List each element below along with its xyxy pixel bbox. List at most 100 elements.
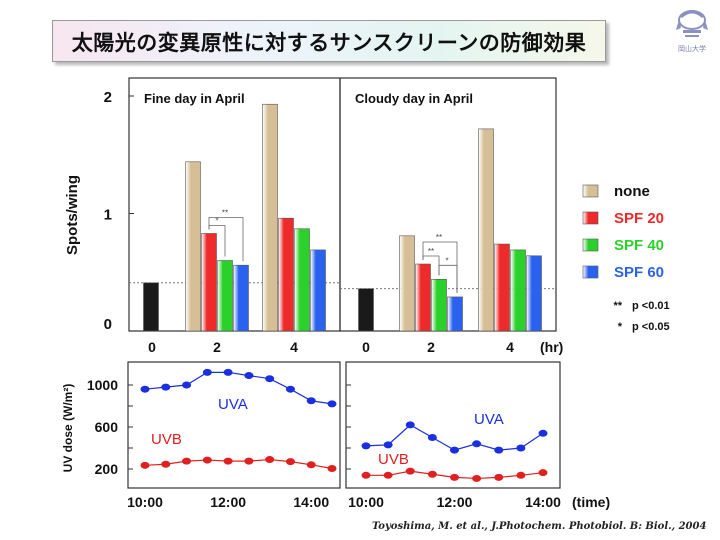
- point-uva: [202, 368, 212, 376]
- bar-fine-t0-control: [143, 282, 159, 332]
- point-uva: [244, 372, 254, 380]
- line-marks: [140, 368, 548, 482]
- significance-mark: **: [428, 247, 434, 256]
- legend-swatch: [582, 211, 599, 225]
- page-title: 太陽光の変異原性に対するサンスクリーンの防御効果: [71, 31, 587, 55]
- x-tick-label: 10:00: [348, 494, 384, 510]
- significance-mark: *: [445, 256, 448, 265]
- significance-symbol: *: [618, 321, 623, 333]
- significance-mark: **: [436, 233, 442, 242]
- bar-cloudy-t2-spf20: [415, 263, 431, 332]
- legend-label: SPF 60: [614, 264, 664, 281]
- bar-cloudy-t2-spf40: [431, 278, 447, 332]
- point-uvb: [202, 456, 212, 464]
- x-tick-label: 0: [148, 339, 156, 355]
- bar-fine-t2-spf20: [201, 233, 217, 332]
- x-tick-label: 10:00: [127, 494, 163, 510]
- legend-swatch: [582, 184, 599, 198]
- point-uvb: [285, 458, 295, 466]
- panel-title: Fine day in April: [144, 91, 245, 106]
- university-emblem-icon: [676, 10, 708, 37]
- y-tick-label: 1000: [87, 377, 118, 393]
- line-uva-fine: [144, 371, 333, 405]
- y-tick-label: 600: [95, 419, 119, 435]
- point-uva: [494, 446, 504, 454]
- x-tick-label: 12:00: [210, 494, 246, 510]
- point-uva: [327, 400, 337, 408]
- point-uva: [140, 385, 150, 393]
- point-uvb: [383, 471, 393, 479]
- point-uvb: [140, 461, 150, 469]
- point-uva: [306, 397, 316, 405]
- point-uva: [383, 441, 393, 449]
- point-uva: [405, 421, 415, 429]
- point-uvb: [265, 456, 275, 464]
- line-panel-frame: [345, 361, 561, 489]
- point-uva: [223, 368, 233, 376]
- point-uvb: [182, 457, 192, 465]
- bar-marks: [143, 103, 542, 332]
- significance-mark: **: [222, 208, 228, 217]
- y-tick-label: 1: [104, 207, 112, 224]
- citation: Toyoshima, M. et al., J.Photochem. Photo…: [372, 521, 707, 532]
- chart-legend: none SPF 20 SPF 40 SPF 60 ** p <0.01 * p <0.05: [582, 183, 670, 333]
- bar-cloudy-t4-spf60: [526, 255, 542, 332]
- significance-text: p <0.01: [632, 300, 670, 312]
- bar-cloudy-t4-spf20: [494, 243, 510, 332]
- y-tick-label: 200: [95, 461, 119, 477]
- title-banner: 太陽光の変異原性に対するサンスクリーンの防御効果: [52, 20, 606, 62]
- series-label-uvb: UVB: [378, 451, 409, 468]
- bar-fine-t4-none: [262, 103, 278, 332]
- point-uvb: [244, 457, 254, 465]
- point-uvb: [306, 461, 316, 469]
- point-uvb: [327, 464, 337, 472]
- point-uvb: [516, 471, 526, 479]
- x-tick-label: 14:00: [525, 494, 561, 510]
- bar-cloudy-t4-none: [478, 128, 494, 332]
- x-tick-label: 0: [362, 339, 370, 355]
- y-tick-label: 2: [104, 89, 112, 106]
- point-uvb: [472, 474, 482, 482]
- x-tick-label: 12:00: [437, 494, 473, 510]
- x-tick-label: 4: [506, 339, 514, 355]
- x-tick-label: 4: [290, 339, 298, 355]
- point-uva: [427, 434, 437, 441]
- x-unit-label: (hr): [540, 339, 563, 355]
- y-axis-label: UV dose (W/m²): [61, 384, 75, 473]
- legend-label: SPF 40: [614, 237, 664, 254]
- bar-fine-t2-spf40: [217, 260, 233, 332]
- point-uva: [182, 381, 192, 389]
- bar-cloudy-t4-spf40: [510, 249, 526, 332]
- bar-fine-t2-spf60: [233, 264, 249, 332]
- bar-cloudy-t0-control: [358, 288, 374, 332]
- bar-fine-t4-spf60: [310, 249, 326, 332]
- legend-label: SPF 20: [614, 210, 664, 227]
- legend-swatch: [582, 265, 599, 279]
- point-uva: [472, 440, 482, 448]
- x-tick-label: 14:00: [293, 494, 329, 510]
- series-label-uva: UVA: [218, 396, 248, 413]
- significance-symbol: **: [613, 300, 622, 312]
- bar-fine-t2-none: [185, 161, 201, 332]
- line-uva-cloudy: [365, 424, 544, 451]
- bar-fine-t4-spf20: [278, 217, 294, 332]
- bar-cloudy-t2-none: [399, 235, 415, 332]
- legend-swatch: [582, 238, 599, 252]
- significance-bracket: [422, 241, 458, 293]
- point-uva: [161, 383, 171, 391]
- x-tick-label: 2: [427, 339, 435, 355]
- point-uvb: [427, 470, 437, 478]
- y-tick-label: 0: [104, 316, 112, 333]
- series-label-uvb: UVB: [151, 431, 182, 448]
- significance-bracket: [208, 217, 244, 262]
- x-unit-label: (time): [572, 494, 610, 510]
- point-uva: [265, 375, 275, 383]
- x-tick-label: 2: [213, 339, 221, 355]
- significance-mark: *: [215, 216, 218, 225]
- point-uva: [516, 444, 526, 452]
- y-axis-label: Spots/wing: [64, 175, 81, 255]
- bar-cloudy-t2-spf60: [447, 296, 463, 332]
- logo-caption: 岡山大学: [678, 45, 706, 53]
